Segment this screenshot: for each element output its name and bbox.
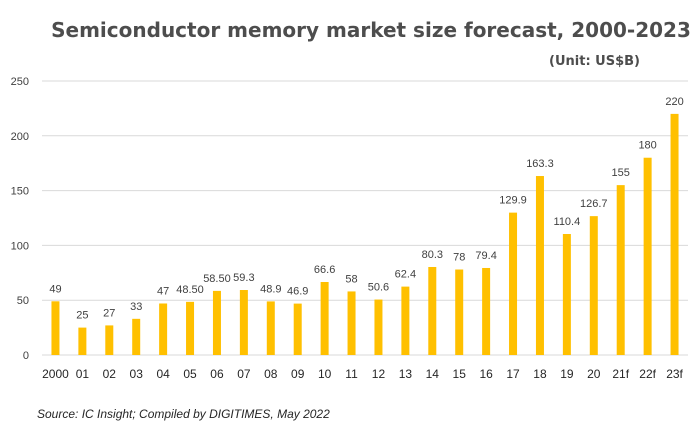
x-tick-label: 15 bbox=[453, 367, 467, 381]
y-tick-label: 100 bbox=[11, 240, 29, 252]
x-tick-label: 11 bbox=[345, 367, 358, 381]
x-tick-label: 2000 bbox=[42, 367, 69, 381]
bar bbox=[320, 282, 329, 355]
data-label: 58 bbox=[345, 273, 357, 285]
data-label: 220 bbox=[665, 96, 683, 108]
x-tick-label: 16 bbox=[479, 367, 493, 381]
bar bbox=[186, 301, 195, 355]
x-tick-label: 01 bbox=[76, 367, 90, 381]
x-tick-label: 19 bbox=[560, 367, 574, 381]
x-axis-ticks: 2000 01 02 03 04 05 06 07 08 09 10 11 12 13 14 15 16 17 18… bbox=[42, 367, 683, 381]
x-tick-label: 12 bbox=[372, 367, 386, 381]
data-label: 110.4 bbox=[554, 216, 581, 228]
bar bbox=[132, 318, 141, 355]
chart-title: Semiconductor memory market size forecas… bbox=[51, 18, 691, 42]
data-label: 33 bbox=[130, 301, 142, 313]
y-tick-label: 0 bbox=[23, 350, 29, 362]
bar bbox=[266, 301, 275, 355]
x-tick-label: 07 bbox=[237, 367, 251, 381]
bar bbox=[51, 301, 60, 355]
x-tick-label: 02 bbox=[103, 367, 117, 381]
bar bbox=[212, 290, 221, 355]
x-tick-label: 09 bbox=[291, 367, 305, 381]
data-label: 49 bbox=[49, 283, 61, 295]
chart-unit: (Unit: US$B) bbox=[549, 54, 640, 69]
x-tick-label: 13 bbox=[399, 367, 413, 381]
y-tick-label: 50 bbox=[17, 295, 29, 307]
data-label: 155 bbox=[612, 167, 630, 179]
x-tick-label: 17 bbox=[506, 367, 520, 381]
x-tick-label: 05 bbox=[183, 367, 197, 381]
chart-source: Source: IC Insight; Compiled by DIGITIME… bbox=[37, 407, 330, 421]
data-label: 180 bbox=[638, 140, 656, 152]
data-label: 163.3 bbox=[526, 158, 554, 170]
y-axis-ticks: 0 50 100 150 200 250 bbox=[11, 76, 29, 362]
x-tick-label: 08 bbox=[264, 367, 278, 381]
data-label: 47 bbox=[157, 285, 169, 297]
bar bbox=[643, 157, 652, 355]
data-label: 78 bbox=[453, 252, 465, 264]
data-label: 48.9 bbox=[260, 283, 281, 295]
bar bbox=[239, 290, 248, 355]
bar bbox=[374, 299, 383, 355]
bar bbox=[428, 266, 437, 355]
y-tick-label: 250 bbox=[11, 76, 29, 88]
bar bbox=[616, 185, 625, 355]
data-label: 58.50 bbox=[203, 273, 231, 285]
bar bbox=[159, 303, 168, 355]
bar bbox=[78, 327, 87, 355]
data-label: 27 bbox=[103, 307, 115, 319]
data-label: 48.50 bbox=[176, 284, 204, 296]
x-tick-label: 10 bbox=[318, 367, 332, 381]
data-label: 46.9 bbox=[287, 286, 308, 298]
x-tick-label: 21f bbox=[612, 367, 629, 381]
x-tick-label: 04 bbox=[156, 367, 170, 381]
x-tick-label: 14 bbox=[426, 367, 440, 381]
bar bbox=[670, 113, 679, 355]
x-tick-label: 18 bbox=[533, 367, 547, 381]
bar bbox=[562, 234, 571, 355]
y-tick-label: 200 bbox=[11, 131, 29, 143]
data-label: 80.3 bbox=[422, 249, 443, 261]
gridlines bbox=[42, 80, 688, 356]
bar bbox=[105, 325, 114, 355]
y-tick-label: 150 bbox=[11, 186, 29, 198]
data-label: 25 bbox=[76, 310, 88, 322]
data-label: 126.7 bbox=[580, 198, 608, 210]
data-label: 129.9 bbox=[499, 195, 527, 207]
data-label: 50.6 bbox=[368, 282, 389, 294]
bar bbox=[347, 291, 356, 355]
bar bbox=[509, 212, 518, 355]
bar bbox=[401, 286, 410, 355]
bar bbox=[455, 269, 464, 355]
x-tick-label: 20 bbox=[587, 367, 601, 381]
bars bbox=[51, 113, 679, 355]
bar bbox=[589, 216, 598, 355]
x-tick-label: 23f bbox=[666, 367, 683, 381]
data-label: 59.3 bbox=[233, 272, 254, 284]
x-tick-label: 22f bbox=[639, 367, 656, 381]
data-label: 66.6 bbox=[314, 264, 335, 276]
x-tick-label: 03 bbox=[130, 367, 144, 381]
bar bbox=[293, 303, 302, 355]
data-label: 62.4 bbox=[395, 269, 416, 281]
bar bbox=[482, 267, 491, 355]
x-tick-label: 06 bbox=[210, 367, 224, 381]
bar bbox=[535, 176, 544, 355]
data-label: 79.4 bbox=[475, 250, 496, 262]
